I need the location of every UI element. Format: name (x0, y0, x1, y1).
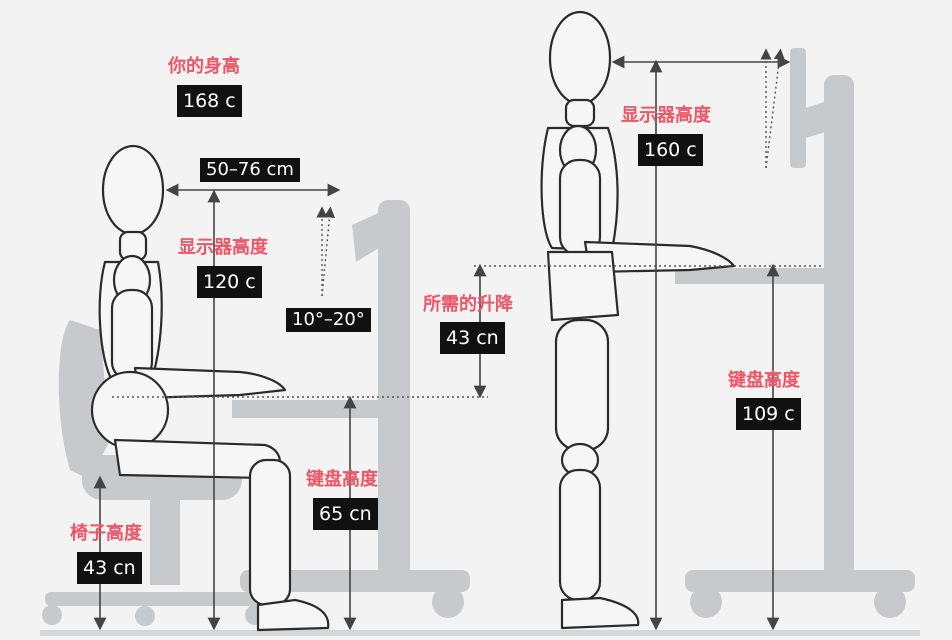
lift-label: 所需的升降 (423, 294, 513, 315)
standing-figure (540, 10, 736, 630)
seated-keyboard-height-label: 键盘高度 (306, 469, 378, 490)
tilt-indicators (316, 48, 785, 297)
tilt-angle-value: 10°–20° (286, 308, 371, 332)
seated-monitor-height-value: 120 c (197, 266, 262, 298)
standing-desk (675, 48, 915, 618)
body-height-value: 168 c (177, 85, 242, 117)
chair-height-value: 43 cn (77, 552, 142, 584)
floor (40, 630, 920, 636)
seated-keyboard-height-value: 65 cn (313, 498, 378, 530)
lift-value: 43 cn (440, 322, 505, 354)
body-height-label: 你的身高 (168, 56, 240, 77)
view-distance-value: 50–76 cm (200, 158, 300, 182)
seated-monitor-height-label: 显示器高度 (178, 237, 268, 258)
chair-height-label: 椅子高度 (70, 523, 142, 544)
standing-keyboard-height-label: 键盘高度 (728, 370, 800, 391)
sitting-figure (90, 144, 330, 632)
standing-keyboard-height-value: 109 c (736, 398, 801, 430)
standing-monitor-height-value: 160 c (638, 134, 703, 166)
keyboard-reference-lines (112, 265, 822, 398)
standing-monitor-height-label: 显示器高度 (621, 105, 711, 126)
